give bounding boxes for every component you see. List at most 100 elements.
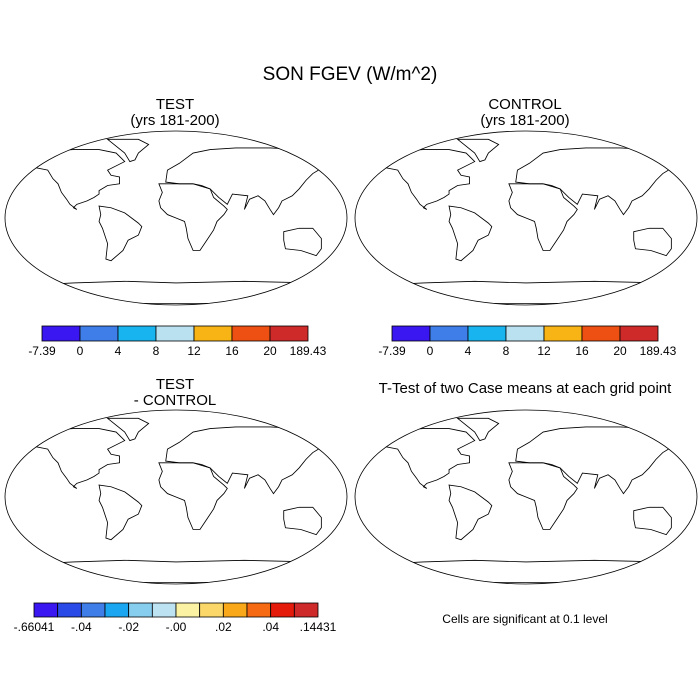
grid-cell [5,271,14,277]
grid-cell [317,293,326,300]
grid-cell [269,139,278,143]
grid-cell [371,139,380,143]
grid-cell [93,131,101,137]
grid-cell [667,159,676,165]
grid-cell [29,550,38,556]
grid-cell [341,187,347,193]
grid-cell [333,276,342,283]
grid-cell [189,584,197,590]
grid-cell [667,276,676,283]
grid-cell [53,566,62,573]
grid-cell [13,299,22,304]
grid-cell [13,142,22,149]
colorbar-test-label: 189.43 [290,344,327,358]
grid-cell [667,287,676,294]
grid-cell [29,153,38,160]
grid-cell [427,305,435,311]
grid-cell [285,299,294,304]
grid-cell [197,305,205,311]
grid-cell [635,142,644,149]
grid-cell [333,418,342,422]
grid-cell [333,271,342,277]
grid-cell [29,139,38,143]
grid-cell [117,305,125,311]
grid-cell [301,293,310,300]
grid-cell [69,572,78,579]
grid-cell [205,305,213,311]
panel-title-control: CONTROL (yrs 181-200) [425,97,625,129]
grid-cell [411,305,419,311]
grid-cell [45,282,54,289]
grid-cell [53,410,61,416]
grid-cell [659,287,668,294]
grid-cell [683,164,692,171]
grid-cell [475,305,483,311]
grid-cell [301,418,310,422]
grid-cell [341,271,347,277]
panel-title-ttest: T-Test of two Case means at each grid po… [378,380,672,397]
grid-cell [5,181,14,188]
grid-cell [325,142,334,149]
grid-cell [29,426,38,433]
colorbar-diff-swatch [80,602,106,618]
grid-cell [427,139,436,143]
grid-cell [427,131,435,137]
grid-cell [301,410,309,416]
grid-cell [277,299,286,304]
grid-cell [675,142,684,149]
grid-cell [333,572,342,579]
grid-cell [21,164,30,171]
grid-cell [333,153,342,160]
grid-cell [341,527,347,534]
grid-cell [683,147,692,154]
grid-cell [309,561,318,568]
grid-cell [21,147,30,154]
grid-cell [85,131,93,137]
grid-cell [325,578,334,583]
grid-cell [627,293,636,300]
grid-cell [341,561,347,568]
grid-cell [379,299,388,304]
grid-cell [245,305,253,311]
grid-cell [285,418,294,422]
colorbar-test-label: 8 [153,344,160,358]
grid-cell [325,276,334,283]
grid-cell [293,305,301,311]
grid-cell [61,421,70,428]
grid-cell [117,584,125,590]
grid-cell [363,299,372,304]
grid-cell [333,287,342,294]
grid-cell [13,544,22,551]
grid-cell [587,299,596,304]
grid-cell [301,566,310,573]
grid-cell [325,566,334,573]
grid-cell [451,131,459,137]
grid-cell [325,139,334,143]
grid-cell [61,299,70,304]
grid-cell [29,438,38,444]
grid-cell [547,305,555,311]
colorbar-control-swatch [429,325,469,342]
grid-cell [611,299,620,304]
grid-cell [13,265,22,272]
colorbar-diff-label: .02 [215,620,232,634]
grid-cell [77,305,85,311]
grid-cell [395,299,404,304]
grid-cell [29,572,38,579]
grid-cell [101,578,110,583]
grid-cell [21,131,29,137]
grid-cell [387,305,395,311]
grid-cell [309,572,318,579]
grid-cell [301,432,310,439]
grid-cell [61,566,70,573]
grid-cell [659,305,667,311]
panel-title-test-line1: TEST [155,96,195,113]
grid-cell [363,142,372,149]
grid-cell [491,305,499,311]
grid-cell [29,418,38,422]
grid-cell [317,572,326,579]
grid-cell [229,305,237,311]
grid-cell [29,578,38,583]
grid-cell [379,153,388,160]
grid-cell [317,287,326,294]
